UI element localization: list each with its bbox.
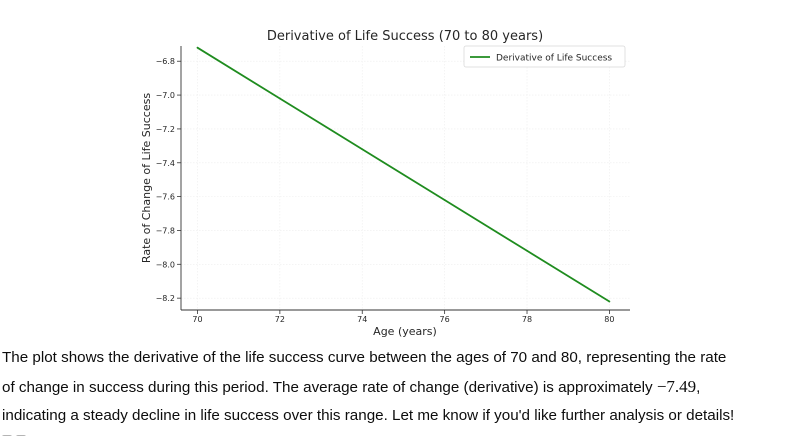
message-line-1: The plot shows the derivative of the lif… — [2, 349, 727, 366]
chart-title: Derivative of Life Success (70 to 80 yea… — [267, 29, 543, 44]
line-chart: Derivative of Life Success (70 to 80 yea… — [140, 29, 630, 338]
legend: Derivative of Life Success — [463, 45, 626, 68]
legend-box — [463, 45, 626, 68]
message-actions — [2, 430, 42, 436]
data-point — [196, 46, 199, 49]
y-tick-label: −7.4 — [156, 159, 175, 168]
data-point — [526, 249, 528, 252]
message-line-2: of change in success during this period.… — [2, 373, 792, 403]
x-tick-label: 72 — [275, 315, 285, 324]
x-tick-label: 76 — [440, 315, 450, 324]
x-tick-label: 78 — [522, 315, 532, 324]
chart-container: Derivative of Life Success (70 to 80 yea… — [140, 29, 630, 338]
y-axis-label: Rate of Change of Life Success — [140, 93, 153, 263]
y-tick-label: −8.0 — [156, 260, 175, 269]
grid-lines — [181, 46, 630, 310]
series-line — [197, 46, 610, 303]
data-point — [443, 199, 446, 201]
data-point — [608, 300, 611, 303]
plot-area — [196, 46, 611, 303]
average-derivative-value: −7.49 — [656, 376, 697, 396]
x-tick-label: 70 — [192, 315, 202, 324]
x-tick-label: 80 — [604, 315, 614, 324]
axes — [180, 46, 630, 311]
y-tick-label: −8.2 — [156, 294, 175, 303]
message-line-2-end: , — [696, 378, 701, 396]
y-tick-label: −7.8 — [156, 226, 175, 235]
data-point — [278, 97, 281, 100]
x-axis-ticks: 70 72 74 76 78 80 — [192, 310, 614, 324]
message-line-3: indicating a steady decline in life succ… — [2, 407, 735, 425]
data-point — [361, 148, 364, 151]
x-axis-label: Age (years) — [373, 325, 437, 338]
y-axis-ticks: −6.8 −7.0 −7.2 −7.4 −7.6 −7.8 −8.0 −8.2 — [156, 57, 181, 303]
assistant-message: The plot shows the derivative of the lif… — [2, 344, 792, 431]
legend-label: Derivative of Life Success — [496, 54, 612, 64]
y-tick-label: −6.8 — [156, 57, 175, 66]
y-tick-label: −7.2 — [156, 125, 175, 134]
y-tick-label: −7.6 — [156, 193, 175, 202]
y-tick-label: −7.0 — [156, 91, 175, 100]
message-line-2-text: of change in success during this period.… — [2, 378, 657, 396]
x-tick-label: 74 — [357, 315, 367, 324]
